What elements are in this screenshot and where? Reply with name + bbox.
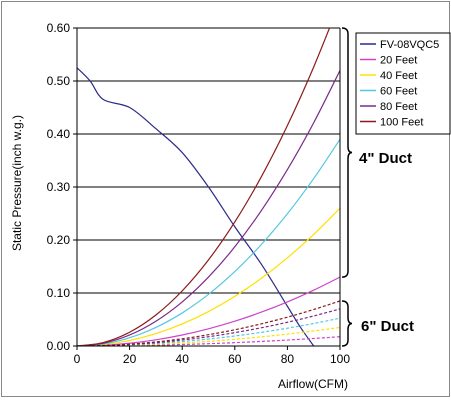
legend-label: FV-08VQC5 <box>380 39 439 51</box>
series-lines <box>77 28 340 346</box>
series-line-20-feet <box>77 276 340 346</box>
brace-0 <box>341 27 353 278</box>
y-tick-label: 0.10 <box>47 286 71 300</box>
series-line-dashed-8 <box>77 317 340 346</box>
series-line-80-feet <box>77 70 340 346</box>
y-axis-title: Static Pressure(inch w.g.) <box>10 115 24 251</box>
y-tick-label: 0.00 <box>47 339 71 353</box>
x-axis-title: Airflow(CFM) <box>278 377 348 391</box>
duct-annotations <box>341 27 353 347</box>
annotation-6in-duct: 6" Duct <box>361 318 414 335</box>
y-tick-labels: 0.00 0.10 0.20 0.30 0.40 0.50 0.60 <box>47 21 71 353</box>
x-tick-label: 80 <box>281 352 295 366</box>
legend-label: 20 Feet <box>380 55 417 67</box>
series-line-40-feet <box>77 207 340 346</box>
series-line-dashed-7 <box>77 326 340 346</box>
x-tick-label: 40 <box>176 352 190 366</box>
x-tick-label: 20 <box>123 352 137 366</box>
series-line-fv-08vqc5 <box>77 67 315 346</box>
annotation-4in-duct: 4" Duct <box>359 150 412 167</box>
legend: FV-08VQC5 20 Feet 40 Feet 60 Feet 80 Feet 100… <box>355 32 451 135</box>
legend-box <box>355 32 451 135</box>
brace-1 <box>341 300 353 347</box>
legend-label: 80 Feet <box>380 101 417 113</box>
legend-label: 40 Feet <box>380 70 417 82</box>
axes <box>76 28 341 347</box>
series-line-dashed-9 <box>77 308 340 346</box>
series-line-100-feet <box>77 28 331 346</box>
x-tick-label: 100 <box>330 352 350 366</box>
y-tick-label: 0.30 <box>47 180 71 194</box>
y-tick-label: 0.50 <box>47 74 71 88</box>
series-line-60-feet <box>77 138 340 346</box>
x-tick-label: 0 <box>74 352 81 366</box>
legend-label: 100 Feet <box>380 117 423 129</box>
legend-items: FV-08VQC5 20 Feet 40 Feet 60 Feet 80 Feet 100… <box>360 39 439 129</box>
y-tick-label: 0.60 <box>47 21 71 35</box>
legend-label: 60 Feet <box>380 86 417 98</box>
x-tick-label: 60 <box>228 352 242 366</box>
x-tick-labels: 0 20 40 60 80 100 <box>74 352 351 366</box>
y-tick-label: 0.20 <box>47 233 71 247</box>
y-tick-label: 0.40 <box>47 127 71 141</box>
series-line-dashed-10 <box>77 300 340 346</box>
series-line-dashed-6 <box>77 336 340 346</box>
